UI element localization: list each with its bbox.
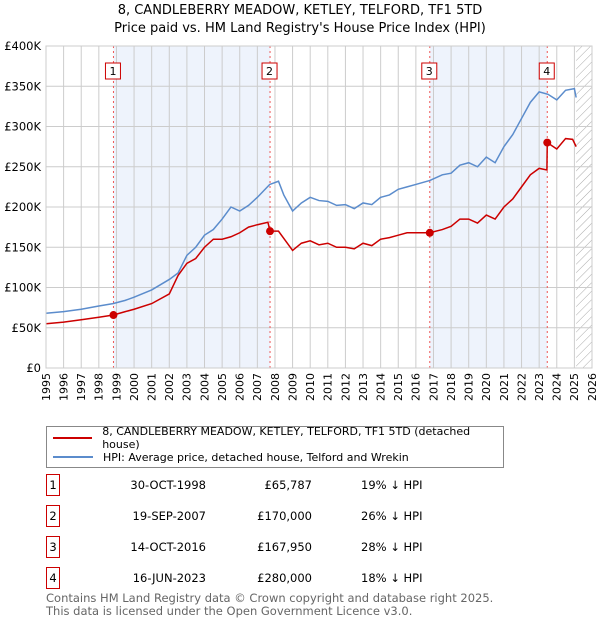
legend-label: HPI: Average price, detached house, Telf… bbox=[103, 450, 409, 464]
x-tick-label: 2015 bbox=[392, 373, 405, 401]
sale-point bbox=[543, 138, 552, 147]
sale-marker-box bbox=[261, 62, 278, 80]
sale-price: £170,000 bbox=[257, 509, 312, 523]
sale-marker-number: 3 bbox=[426, 65, 433, 78]
y-tick-label: £250K bbox=[4, 160, 41, 174]
chart-title: 8, CANDLEBERRY MEADOW, KETLEY, TELFORD, … bbox=[117, 3, 483, 18]
x-tick-label: 2008 bbox=[269, 373, 282, 401]
legend-swatch-red bbox=[53, 437, 93, 439]
plot-frame bbox=[45, 45, 593, 369]
chart-subtitle: Price paid vs. HM Land Registry's House … bbox=[114, 21, 486, 36]
y-tick-label: £400K bbox=[4, 39, 41, 53]
legend-item-property: 8, CANDLEBERRY MEADOW, KETLEY, TELFORD, … bbox=[53, 425, 503, 451]
sale-marker-number: 1 bbox=[109, 65, 116, 78]
sale-row: 1 30-OCT-1998 £65,787 19% ↓ HPI bbox=[46, 474, 546, 496]
sale-marker-box bbox=[104, 62, 121, 80]
sale-date: 14-OCT-2016 bbox=[130, 540, 206, 554]
x-tick-label: 2006 bbox=[234, 373, 247, 401]
series-line bbox=[45, 137, 577, 325]
x-tick-label: 2005 bbox=[216, 373, 229, 401]
legend-label: 8, CANDLEBERRY MEADOW, KETLEY, TELFORD, … bbox=[102, 425, 471, 451]
x-tick-label: 2013 bbox=[357, 373, 370, 401]
x-tick-label: 2023 bbox=[533, 373, 546, 401]
sale-price: £280,000 bbox=[257, 571, 312, 585]
sale-date: 19-SEP-2007 bbox=[132, 509, 206, 523]
footer-line2: This data is licensed under the Open Gov… bbox=[46, 604, 413, 618]
x-tick-label: 2020 bbox=[480, 373, 493, 401]
sale-number-badge: 3 bbox=[46, 536, 60, 558]
x-tick-label: 2026 bbox=[586, 373, 599, 401]
sale-number-badge: 2 bbox=[46, 505, 60, 527]
sale-price: £65,787 bbox=[264, 478, 312, 492]
x-tick-label: 2009 bbox=[286, 373, 299, 401]
x-tick-label: 2025 bbox=[568, 373, 581, 401]
x-tick-label: 2007 bbox=[251, 373, 264, 401]
footer-line1: Contains HM Land Registry data © Crown c… bbox=[46, 591, 494, 605]
sale-point bbox=[266, 227, 275, 236]
y-tick-label: £50K bbox=[12, 321, 42, 335]
x-tick-label: 2002 bbox=[163, 373, 176, 401]
x-tick-label: 2024 bbox=[551, 373, 564, 401]
sale-marker-number: 4 bbox=[543, 65, 550, 78]
x-tick-label: 2014 bbox=[374, 373, 387, 401]
x-tick-label: 1997 bbox=[75, 373, 88, 401]
sale-date: 30-OCT-1998 bbox=[130, 478, 206, 492]
x-tick-label: 2019 bbox=[463, 373, 476, 401]
sale-hpi-diff: 18% ↓ HPI bbox=[361, 571, 423, 585]
sale-hpi-diff: 28% ↓ HPI bbox=[361, 540, 423, 554]
x-tick-label: 2022 bbox=[515, 373, 528, 401]
sale-marker-number: 2 bbox=[266, 65, 273, 78]
x-tick-label: 1995 bbox=[40, 373, 53, 401]
sale-hpi-diff: 26% ↓ HPI bbox=[361, 509, 423, 523]
x-tick-label: 1996 bbox=[57, 373, 70, 401]
sale-point bbox=[109, 311, 118, 320]
x-tick-label: 2012 bbox=[339, 373, 352, 401]
sale-marker-box bbox=[538, 62, 555, 80]
y-tick-label: £350K bbox=[4, 79, 41, 93]
legend-swatch-blue bbox=[53, 456, 93, 458]
legend-item-hpi: HPI: Average price, detached house, Telf… bbox=[53, 448, 409, 466]
y-tick-label: £0 bbox=[26, 361, 41, 375]
x-tick-label: 1999 bbox=[110, 373, 123, 401]
x-tick-label: 2021 bbox=[498, 373, 511, 401]
sale-row: 4 16-JUN-2023 £280,000 18% ↓ HPI bbox=[46, 567, 546, 589]
x-tick-label: 2000 bbox=[128, 373, 141, 401]
price-chart: 1995 1996 1997 1998 1999 2000 2001 2002 2003 2004… bbox=[4, 39, 599, 401]
sale-row: 2 19-SEP-2007 £170,000 26% ↓ HPI bbox=[46, 505, 546, 527]
x-tick-label: 1998 bbox=[93, 373, 106, 401]
x-tick-label: 2017 bbox=[427, 373, 440, 401]
sale-hpi-diff: 19% ↓ HPI bbox=[361, 478, 423, 492]
sale-row: 3 14-OCT-2016 £167,950 28% ↓ HPI bbox=[46, 536, 546, 558]
x-tick-label: 2011 bbox=[322, 373, 335, 401]
y-tick-label: £100K bbox=[4, 281, 41, 295]
x-tick-label: 2003 bbox=[181, 373, 194, 401]
sale-marker-box bbox=[421, 62, 438, 80]
x-tick-label: 2010 bbox=[304, 373, 317, 401]
y-tick-label: £300K bbox=[4, 120, 41, 134]
y-tick-label: £200K bbox=[4, 200, 41, 214]
x-tick-label: 2018 bbox=[445, 373, 458, 401]
x-tick-label: 2001 bbox=[146, 373, 159, 401]
sale-number-badge: 1 bbox=[46, 474, 60, 496]
sale-price: £167,950 bbox=[257, 540, 312, 554]
x-tick-label: 2004 bbox=[198, 373, 211, 401]
series-line bbox=[45, 87, 577, 315]
sale-date: 16-JUN-2023 bbox=[132, 571, 206, 585]
sale-number-badge: 4 bbox=[46, 567, 60, 589]
y-tick-label: £150K bbox=[4, 240, 41, 254]
x-tick-label: 2016 bbox=[410, 373, 423, 401]
sale-point bbox=[425, 228, 434, 237]
legend: 8, CANDLEBERRY MEADOW, KETLEY, TELFORD, … bbox=[46, 425, 504, 468]
